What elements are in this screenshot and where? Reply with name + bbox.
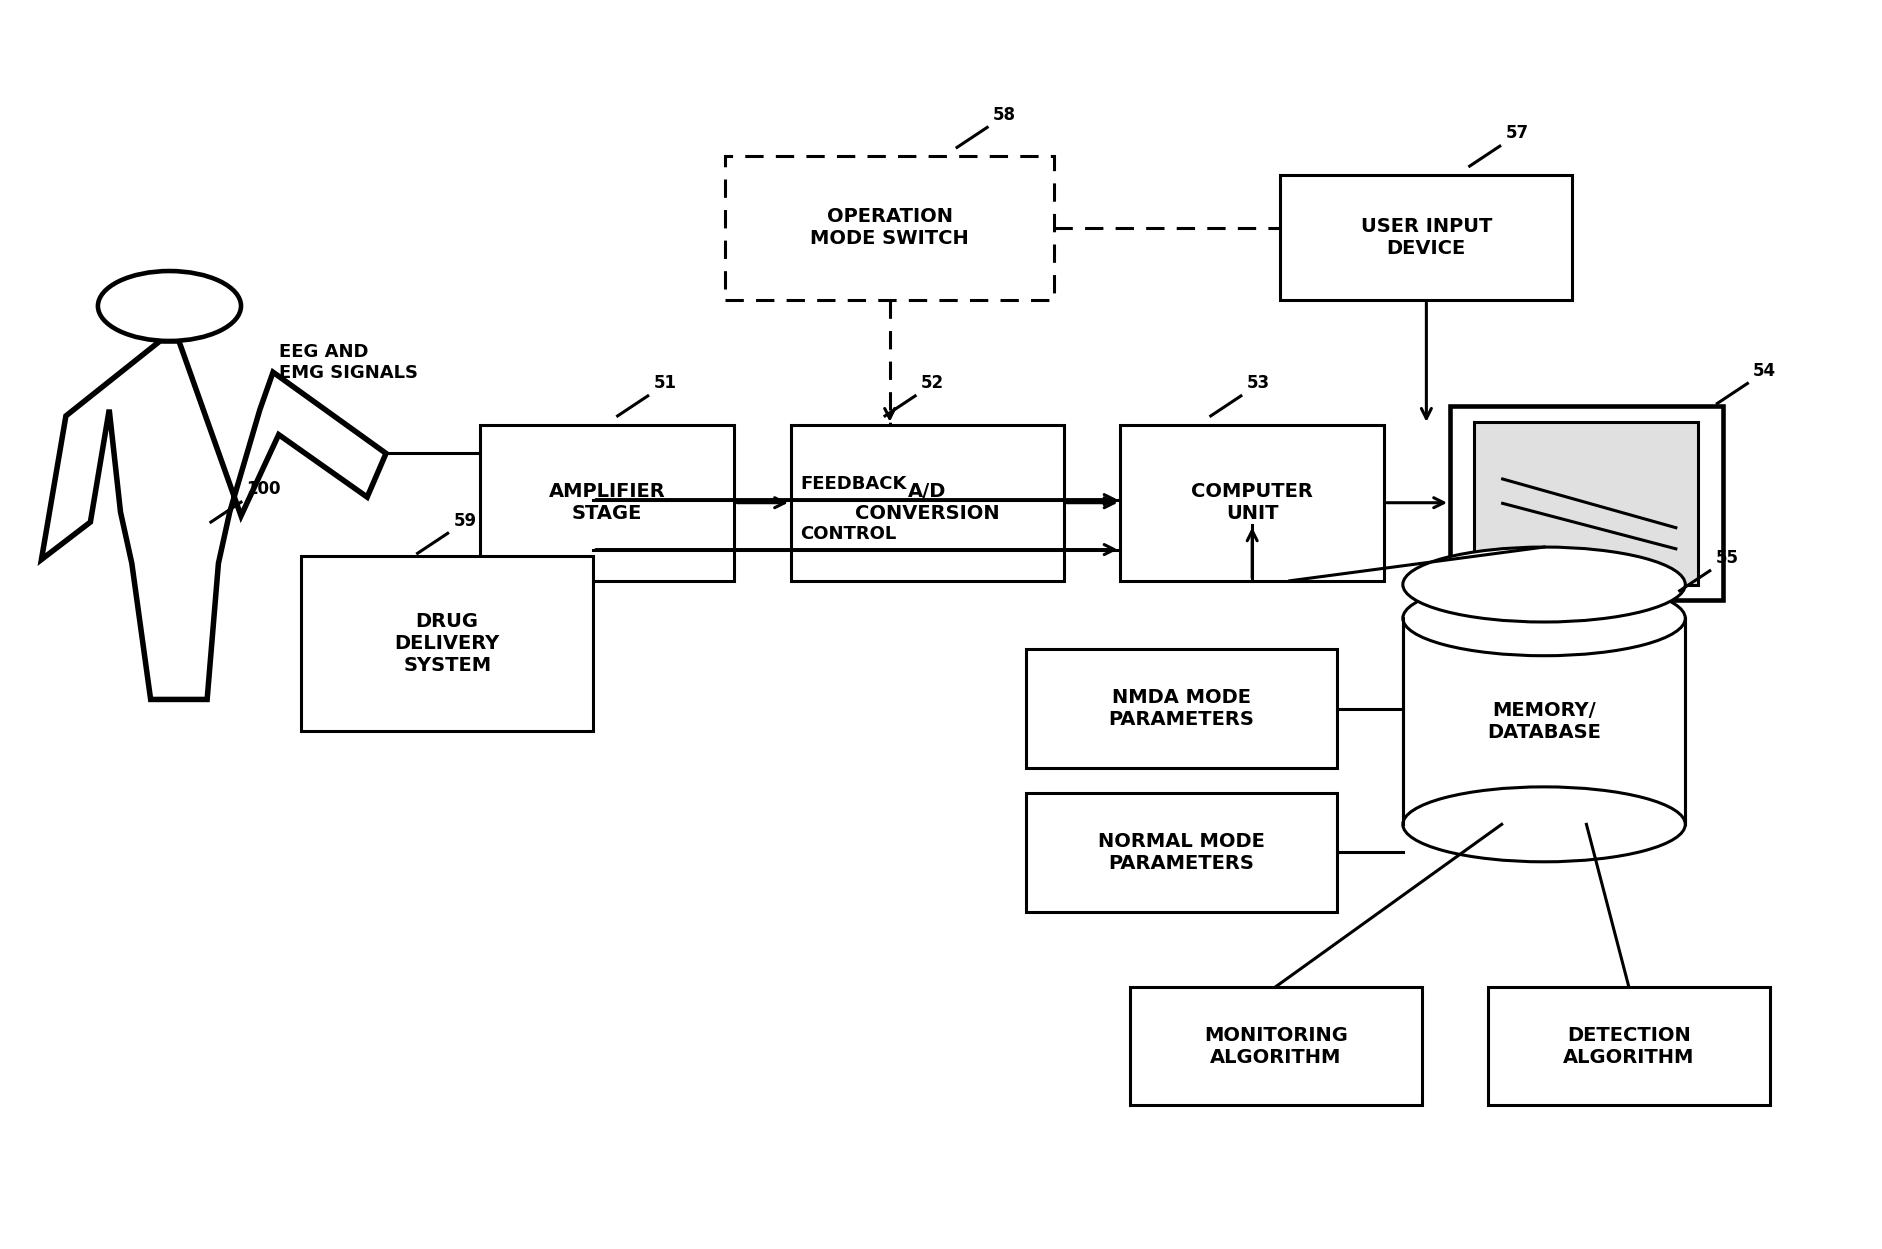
Text: 59: 59	[454, 512, 476, 530]
Bar	[480, 425, 734, 581]
Text: 57: 57	[1506, 125, 1528, 142]
Ellipse shape	[1402, 787, 1684, 862]
Text: 52: 52	[920, 375, 943, 392]
Text: DETECTION
ALGORITHM: DETECTION ALGORITHM	[1562, 1025, 1694, 1067]
Text: 54: 54	[1752, 362, 1775, 380]
Text: DRUG
DELIVERY
SYSTEM: DRUG DELIVERY SYSTEM	[395, 612, 499, 674]
Text: OPERATION
MODE SWITCH: OPERATION MODE SWITCH	[809, 207, 969, 249]
Bar	[725, 156, 1054, 300]
Text: COMPUTER
UNIT: COMPUTER UNIT	[1191, 482, 1312, 523]
Bar	[1026, 649, 1336, 768]
Text: MEMORY/
DATABASE: MEMORY/ DATABASE	[1487, 701, 1600, 742]
Ellipse shape	[1402, 581, 1684, 656]
Bar	[1402, 618, 1684, 824]
Text: MONITORING
ALGORITHM: MONITORING ALGORITHM	[1203, 1025, 1348, 1067]
Bar	[1449, 406, 1722, 600]
Bar	[301, 556, 593, 731]
Text: 100: 100	[247, 481, 280, 498]
Text: 53: 53	[1246, 375, 1268, 392]
Text: 55: 55	[1715, 550, 1737, 567]
Text: A/D
CONVERSION: A/D CONVERSION	[854, 482, 999, 523]
Text: NMDA MODE
PARAMETERS: NMDA MODE PARAMETERS	[1108, 688, 1253, 729]
Ellipse shape	[1402, 547, 1684, 622]
Text: CONTROL: CONTROL	[800, 526, 896, 543]
Ellipse shape	[98, 271, 241, 341]
Bar	[1474, 422, 1698, 585]
Bar	[1280, 175, 1571, 300]
PathPatch shape	[41, 341, 386, 699]
Text: FEEDBACK: FEEDBACK	[800, 476, 905, 493]
Text: 51: 51	[653, 375, 676, 392]
Bar	[1120, 425, 1383, 581]
Text: EEG AND
EMG SIGNALS: EEG AND EMG SIGNALS	[279, 342, 418, 382]
Bar	[1026, 793, 1336, 912]
Bar	[790, 425, 1063, 581]
Bar	[1129, 987, 1421, 1105]
Text: NORMAL MODE
PARAMETERS: NORMAL MODE PARAMETERS	[1097, 832, 1265, 873]
Text: 58: 58	[992, 106, 1014, 124]
Text: AMPLIFIER
STAGE: AMPLIFIER STAGE	[548, 482, 666, 523]
Bar	[1487, 987, 1769, 1105]
Text: USER INPUT
DEVICE: USER INPUT DEVICE	[1361, 217, 1491, 257]
